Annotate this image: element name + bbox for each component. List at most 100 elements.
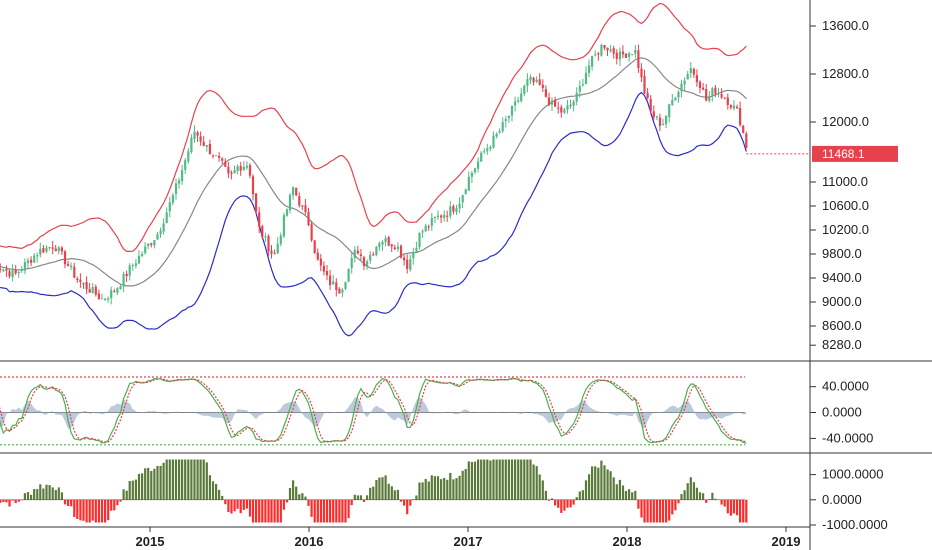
candle-body [97, 293, 100, 299]
candle [551, 97, 554, 111]
candle-body [406, 259, 409, 269]
histogram-bar [514, 459, 517, 500]
histogram-bar [443, 477, 446, 500]
histogram-bar [695, 487, 698, 500]
candle-body [575, 92, 578, 102]
price-axis[interactable]: 13600.0 12800.0 12000.0 11000.0 10600.0 10200… [810, 18, 869, 352]
price-tick-label: 8280.0 [822, 337, 862, 352]
candle-body [449, 206, 452, 217]
candle [569, 99, 572, 109]
oscillator-pane[interactable] [0, 376, 747, 446]
candle-body [600, 45, 603, 56]
candle-body [514, 101, 517, 106]
histogram-bar [529, 459, 532, 500]
histogram-bar [113, 499, 116, 511]
candle [461, 194, 464, 208]
candle-body [566, 105, 569, 110]
candle-body [486, 148, 489, 152]
candle-body [609, 49, 612, 52]
candle-body [594, 54, 597, 56]
candle-body [683, 80, 686, 85]
candle [335, 278, 338, 297]
price-pane[interactable] [0, 2, 810, 337]
histogram-bar [640, 499, 643, 518]
histogram-bar [310, 499, 313, 517]
candle-body [421, 231, 424, 233]
histogram-bar [36, 489, 39, 500]
candle [643, 69, 646, 94]
candle-body [174, 183, 178, 194]
candle [193, 125, 196, 143]
candle-body [689, 68, 692, 73]
histogram-bar [621, 485, 625, 500]
histogram-bar [649, 499, 652, 523]
histogram-axis[interactable]: 1000.0000 0.0000 -1000.0000 [810, 467, 888, 532]
histogram-bar [668, 499, 671, 521]
candle-body [292, 187, 295, 196]
candle-body [128, 265, 131, 276]
candle [674, 96, 677, 101]
last-price-marker: 11468.1 [812, 145, 898, 162]
histogram-bar [624, 491, 628, 500]
candle [36, 252, 39, 263]
histogram-bar [329, 499, 332, 523]
histogram-bar [409, 499, 412, 506]
candle [153, 240, 156, 249]
candle-body [295, 187, 298, 196]
candle-body [359, 254, 362, 256]
histogram-bar [458, 475, 461, 500]
candle-body [532, 77, 535, 83]
candle-body [316, 252, 319, 260]
histogram-bar [131, 480, 134, 500]
time-axis[interactable]: 2015 2016 2017 2018 2019 [136, 527, 801, 549]
oscillator-axis[interactable]: 40.0000 0.0000 -40.0000 [810, 379, 873, 446]
candle-body [458, 203, 461, 209]
histogram-bar [353, 494, 356, 500]
candle [452, 204, 455, 215]
candle [322, 261, 325, 276]
candle [612, 45, 615, 59]
price-tick-label: 13600.0 [822, 18, 869, 33]
candle-body [541, 84, 544, 89]
histogram-bar [739, 499, 742, 523]
candle-body [517, 100, 520, 102]
histogram-bar [307, 499, 310, 506]
histogram-bar [48, 485, 51, 500]
candle [162, 218, 165, 235]
histogram-bar [652, 499, 655, 523]
candle [584, 66, 588, 85]
candle [26, 257, 30, 269]
candle [566, 99, 569, 114]
histogram-bar [193, 459, 196, 500]
candle [165, 207, 168, 224]
histogram-bar [100, 499, 104, 523]
price-tick-label: 10200.0 [822, 222, 869, 237]
histogram-pane[interactable] [0, 459, 748, 523]
histogram-bar [184, 459, 187, 500]
candle [517, 96, 520, 104]
candle-body [319, 258, 322, 266]
histogram-bar [745, 499, 748, 523]
histogram-bar [581, 490, 584, 500]
candle [409, 254, 412, 272]
histogram-bar [97, 499, 100, 523]
candle-body [477, 161, 480, 169]
histogram-bar [563, 499, 566, 511]
histogram-bar [165, 459, 168, 500]
candle [267, 234, 270, 257]
histogram-bar [526, 459, 529, 500]
histogram-bar [661, 499, 665, 523]
candle [211, 154, 215, 159]
histogram-bar [104, 499, 107, 523]
candle-body [91, 287, 94, 294]
candle [424, 223, 427, 233]
histogram-bar [615, 484, 618, 500]
price-bands [0, 2, 810, 337]
histogram-bar [464, 469, 467, 500]
candle [236, 164, 239, 175]
histogram-bar [418, 482, 421, 500]
candle-body [443, 214, 446, 218]
candle-body [181, 170, 184, 182]
candle [251, 174, 255, 201]
candle [720, 88, 723, 99]
